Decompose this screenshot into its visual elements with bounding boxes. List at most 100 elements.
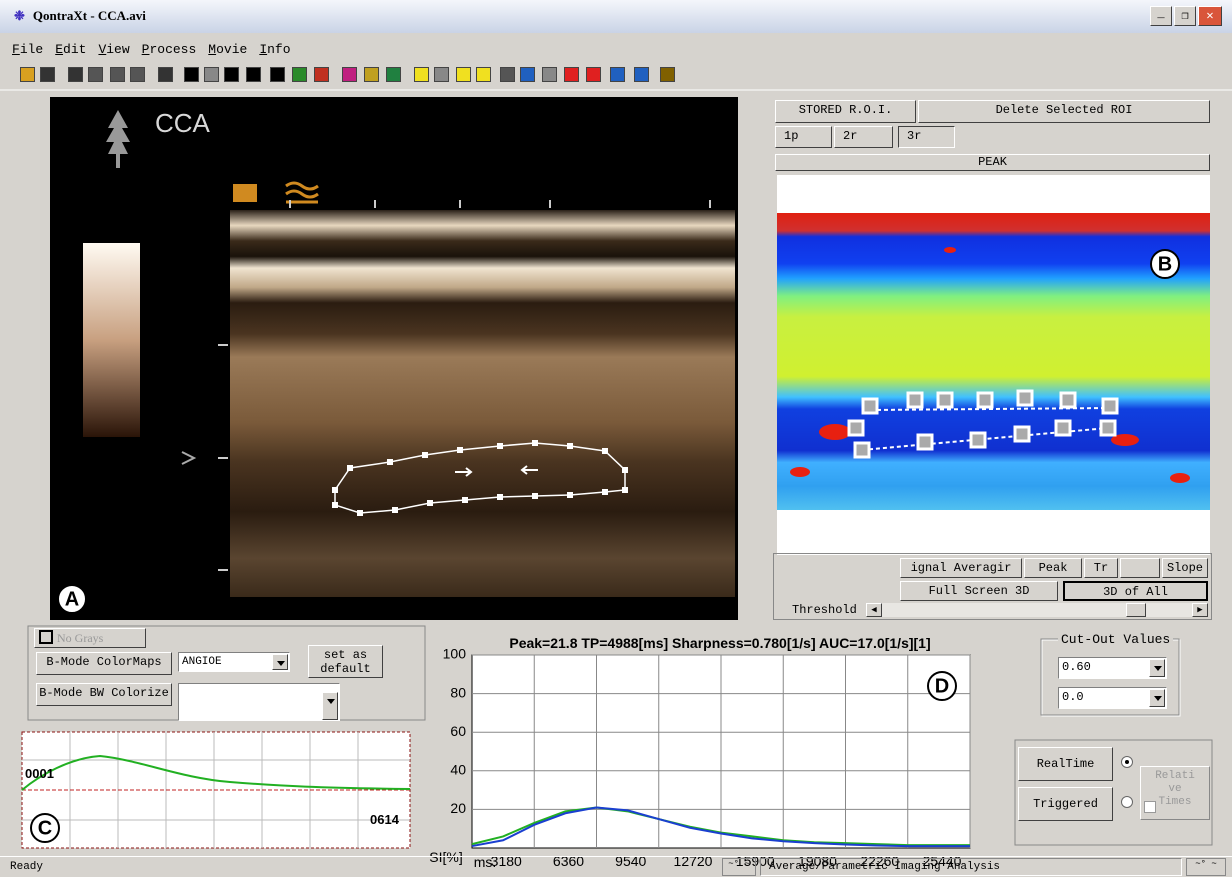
toolbar-button[interactable] <box>40 67 55 82</box>
cutout-value: 0.60 <box>1062 660 1091 674</box>
scroll-thumb[interactable] <box>1126 603 1146 617</box>
toolbar-button[interactable] <box>364 67 379 82</box>
stored-roi[interactable]: STORED R.O.I. <box>775 100 916 123</box>
colormaps-button[interactable]: B-Mode ColorMaps <box>36 652 172 675</box>
parametric-map <box>777 213 1210 510</box>
colormap-select[interactable]: ANGIOE <box>178 652 290 672</box>
toolbar-button[interactable] <box>110 67 125 82</box>
scroll-left[interactable]: ◀ <box>866 603 882 617</box>
title-text: QontraXt - CCA.avi <box>33 8 146 23</box>
toolbar-button[interactable] <box>158 67 173 82</box>
roi-vertex <box>602 489 608 495</box>
window-title: ❉ QontraXt - CCA.avi <box>14 8 146 24</box>
frame-start: 0001 <box>25 766 54 781</box>
toolbar-button[interactable] <box>456 67 471 82</box>
toolbar-button[interactable] <box>204 67 219 82</box>
no-grays[interactable]: No Grays <box>34 628 146 648</box>
toolbar-button[interactable] <box>386 67 401 82</box>
signal-averaging[interactable]: ignal Averagir <box>900 558 1022 578</box>
roi-vertex <box>347 465 353 471</box>
toolbar-button[interactable] <box>224 67 239 82</box>
bw-colorize-select[interactable] <box>178 683 340 721</box>
image-caption: CCA <box>155 108 211 138</box>
radio-realtime[interactable] <box>1121 756 1133 768</box>
toolbar-button[interactable] <box>434 67 449 82</box>
bw-colorize-button[interactable]: B-Mode BW Colorize <box>36 683 172 706</box>
toolbar-button[interactable] <box>542 67 557 82</box>
menu-item[interactable]: Process <box>142 42 197 57</box>
radio-triggered[interactable] <box>1121 796 1133 808</box>
checkbox[interactable] <box>1144 801 1156 813</box>
dropdown-arrow[interactable] <box>272 654 288 670</box>
menu-item[interactable]: Movie <box>208 42 247 57</box>
menu-bar: File Edit View Process Movie Info <box>12 42 303 57</box>
roi-vertex <box>332 502 338 508</box>
app-icon: ❉ <box>14 8 25 23</box>
toolbar-button[interactable] <box>564 67 579 82</box>
3d-of-all[interactable]: 3D of All <box>1063 581 1208 601</box>
roi-point <box>863 399 877 413</box>
menu-item[interactable]: Info <box>259 42 290 57</box>
dropdown-arrow[interactable] <box>1149 689 1165 707</box>
toolbar-button[interactable] <box>586 67 601 82</box>
threshold-slider[interactable]: ◀▶ <box>866 603 1208 617</box>
blank-button[interactable] <box>1120 558 1160 578</box>
title-bar <box>0 0 1232 33</box>
toolbar-button[interactable] <box>314 67 329 82</box>
realtime-button[interactable]: RealTime <box>1018 747 1113 781</box>
toolbar-button[interactable] <box>610 67 625 82</box>
full-screen-3d[interactable]: Full Screen 3D <box>900 581 1058 601</box>
no-grays-text: No Grays <box>57 631 103 645</box>
toolbar-button[interactable] <box>68 67 83 82</box>
roi-point <box>918 435 932 449</box>
dropdown-arrow[interactable] <box>1149 659 1165 677</box>
roi-tab[interactable]: 3r <box>898 126 955 148</box>
toolbar-button[interactable] <box>634 67 649 82</box>
delete-roi[interactable]: Delete Selected ROI <box>918 100 1210 123</box>
roi-point <box>971 433 985 447</box>
restore[interactable]: ❐ <box>1174 6 1196 26</box>
menu-item[interactable]: File <box>12 42 43 57</box>
slope-button[interactable]: Slope <box>1162 558 1208 578</box>
roi-tab[interactable]: 2r <box>834 126 893 148</box>
dropdown-arrow[interactable] <box>322 692 338 720</box>
toolbar-button[interactable] <box>500 67 515 82</box>
toolbar-button[interactable] <box>184 67 199 82</box>
toolbar-button[interactable] <box>342 67 357 82</box>
y-tick-label: 60 <box>450 723 466 739</box>
minimize[interactable]: _ <box>1150 6 1172 26</box>
peak-button[interactable]: Peak <box>1024 558 1082 578</box>
panel-label: B <box>1158 253 1172 275</box>
radio-dot <box>1125 760 1129 764</box>
toolbar-button[interactable] <box>130 67 145 82</box>
y-tick-label: 20 <box>450 800 466 816</box>
toolbar-button[interactable] <box>20 67 35 82</box>
toolbar-button[interactable] <box>270 67 285 82</box>
toolbar-button[interactable] <box>246 67 261 82</box>
close[interactable]: ✕ <box>1198 6 1222 26</box>
roi-vertex <box>332 487 338 493</box>
toolbar-button[interactable] <box>476 67 491 82</box>
set-default[interactable]: set as default <box>308 645 383 678</box>
menu-item[interactable]: Edit <box>55 42 86 57</box>
roi-tab[interactable]: 1p <box>775 126 832 148</box>
checkbox[interactable] <box>39 630 53 644</box>
cutout-select[interactable]: 0.60 <box>1058 657 1167 679</box>
menu-item[interactable]: View <box>98 42 129 57</box>
toolbar-button[interactable] <box>660 67 675 82</box>
toolbar-button[interactable] <box>88 67 103 82</box>
status-cell: ~° ~ <box>722 858 756 876</box>
roi-point <box>1018 391 1032 405</box>
colormap-value: ANGIOE <box>182 656 222 668</box>
roi-vertex <box>532 493 538 499</box>
tr-button[interactable]: Tr <box>1084 558 1118 578</box>
toolbar-button[interactable] <box>292 67 307 82</box>
toolbar-button[interactable] <box>520 67 535 82</box>
status-right: Average/Parametric Imaging Analysis <box>760 858 1182 876</box>
triggered-button[interactable]: Triggered <box>1018 787 1113 821</box>
cutout-title: Cut-Out Values <box>1058 632 1173 647</box>
toolbar-button[interactable] <box>414 67 429 82</box>
scroll-right[interactable]: ▶ <box>1192 603 1208 617</box>
cutout-select[interactable]: 0.0 <box>1058 687 1167 709</box>
